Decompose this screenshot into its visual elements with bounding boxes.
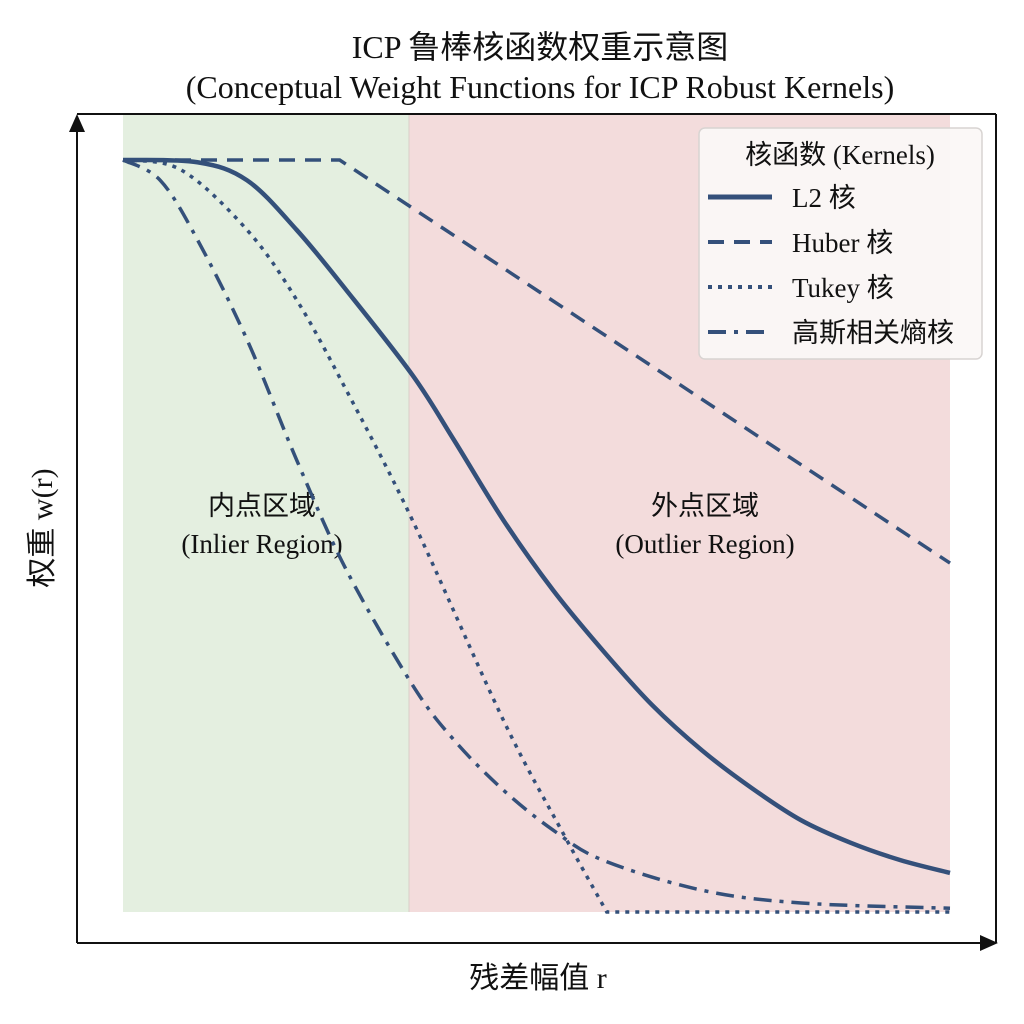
outlier-region-sublabel: (Outlier Region) <box>615 529 794 559</box>
inlier-region-sublabel: (Inlier Region) <box>181 529 342 559</box>
legend-label: Tukey 核 <box>792 273 894 303</box>
series-line-dashed <box>123 158 951 565</box>
outlier-region-label: 外点区域 <box>651 491 759 521</box>
series-line-solid <box>122 157 951 876</box>
legend-label: Huber 核 <box>792 228 893 258</box>
chart-title: ICP 鲁棒核函数权重示意图 <box>352 29 729 65</box>
legend-title: 核函数 (Kernels) <box>745 140 935 170</box>
inlier-region-label: 内点区域 <box>208 491 316 521</box>
y-axis-label: 权重 w(r) <box>26 468 59 587</box>
x-axis-arrow <box>980 935 998 951</box>
x-axis-label: 残差幅值 r <box>469 962 607 995</box>
y-axis-arrow <box>69 114 85 132</box>
legend-label: L2 核 <box>792 183 856 213</box>
series-line-dashdot <box>122 158 951 910</box>
legend-label: 高斯相关熵核 <box>792 318 954 348</box>
chart-subtitle: (Conceptual Weight Functions for ICP Rob… <box>186 69 894 105</box>
inlier-region <box>123 115 410 912</box>
